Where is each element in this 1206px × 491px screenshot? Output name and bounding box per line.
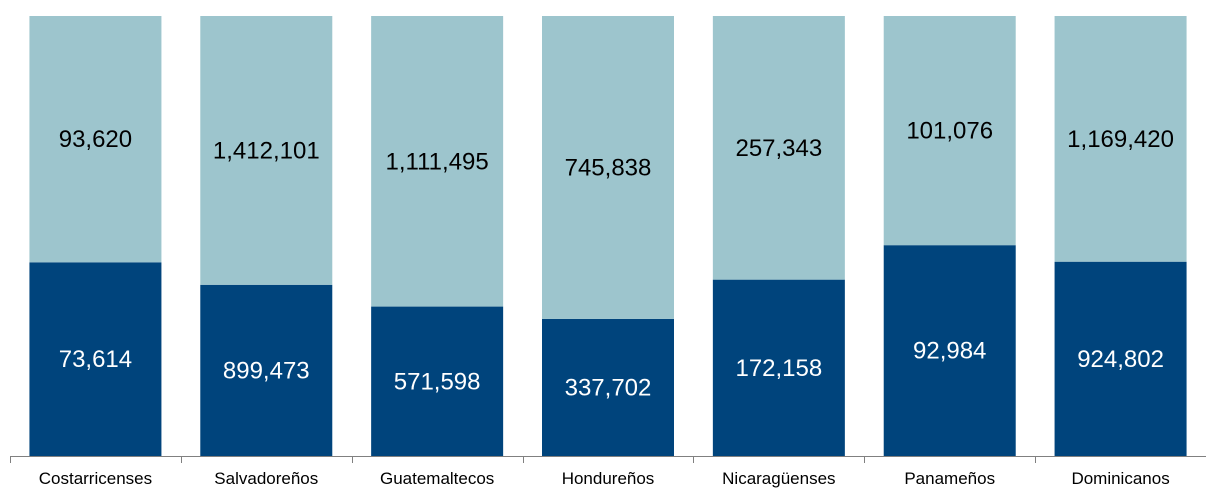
data-label: 73,614 — [59, 346, 132, 373]
bar-segment — [371, 16, 504, 307]
data-label: 899,473 — [223, 357, 310, 384]
x-tick-label: Panameños — [904, 469, 995, 488]
data-label: 101,076 — [906, 118, 993, 145]
bar-segment — [371, 306, 504, 456]
data-label: 571,598 — [394, 368, 481, 395]
bar-segment — [1054, 16, 1187, 262]
bar-segment — [200, 16, 333, 285]
bar-segment — [883, 245, 1016, 456]
data-label: 172,158 — [735, 355, 822, 382]
bar-segment — [712, 279, 845, 456]
x-tick-label: Salvadoreños — [214, 469, 318, 488]
bar-segment — [542, 16, 674, 319]
data-label: 745,838 — [565, 154, 652, 181]
bar-segment — [200, 284, 333, 456]
x-tick-label: Hondureños — [562, 469, 655, 488]
value-labels: 73,614 93,620 899,473 1,412,101 571,598 1,111… — [59, 118, 1174, 402]
x-tick-label: Nicaragüenses — [722, 469, 835, 488]
bar-segment — [712, 16, 845, 280]
bar-segment — [29, 262, 162, 456]
x-tick-label: Costarricenses — [39, 469, 152, 488]
data-label: 257,343 — [735, 135, 822, 162]
x-tick-label: Dominicanos — [1071, 469, 1169, 488]
data-label: 1,169,420 — [1067, 126, 1174, 153]
bar-segment — [1054, 261, 1187, 456]
bar-segment — [29, 16, 162, 263]
bar-segment — [542, 318, 674, 456]
data-label: 1,111,495 — [386, 148, 489, 175]
data-label: 924,802 — [1077, 346, 1164, 373]
bars — [29, 16, 1187, 456]
data-label: 93,620 — [59, 126, 132, 153]
data-label: 337,702 — [565, 374, 652, 401]
x-axis: Costarricenses Salvadoreños Guatemaltecos H… — [10, 456, 1206, 488]
x-tick-label: Guatemaltecos — [380, 469, 494, 488]
data-label: 1,412,101 — [213, 137, 320, 164]
bar-segment — [883, 16, 1016, 246]
data-label: 92,984 — [913, 338, 986, 365]
